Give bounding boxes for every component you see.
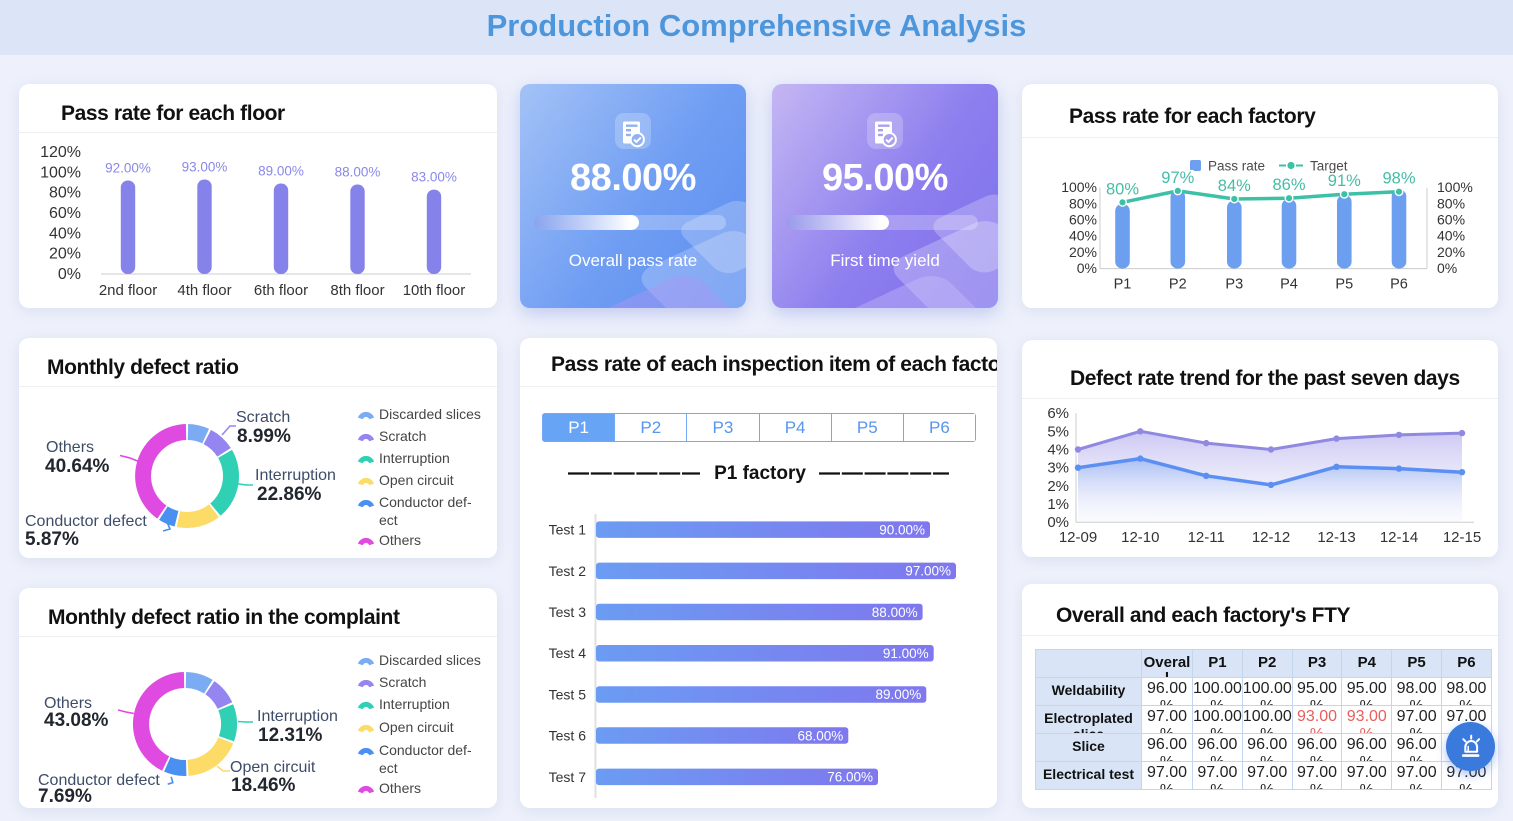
svg-text:100%: 100% [1061, 179, 1097, 195]
svg-text:93.00%: 93.00% [182, 160, 228, 175]
svg-text:40%: 40% [49, 225, 81, 242]
svg-text:0%: 0% [1077, 260, 1097, 276]
svg-text:P2: P2 [1169, 277, 1187, 293]
svg-text:Test 2: Test 2 [549, 563, 587, 579]
svg-text:98%: 98% [1382, 170, 1415, 188]
svg-text:68.00%: 68.00% [798, 728, 844, 743]
svg-text:12-13: 12-13 [1317, 529, 1355, 546]
svg-text:0%: 0% [1047, 514, 1069, 531]
svg-text:20%: 20% [1069, 244, 1097, 260]
svg-text:P3: P3 [1225, 277, 1243, 293]
svg-text:Test 7: Test 7 [549, 769, 587, 785]
svg-text:20%: 20% [1437, 244, 1465, 260]
svg-text:60%: 60% [1437, 212, 1465, 228]
svg-text:91%: 91% [1328, 172, 1361, 190]
svg-text:12-09: 12-09 [1059, 529, 1097, 546]
svg-text:84%: 84% [1218, 177, 1251, 195]
svg-text:12-11: 12-11 [1188, 529, 1225, 546]
svg-text:60%: 60% [1069, 212, 1097, 228]
svg-text:80%: 80% [1437, 195, 1465, 211]
svg-text:40%: 40% [1069, 228, 1097, 244]
svg-text:80%: 80% [49, 185, 81, 202]
svg-text:5%: 5% [1047, 423, 1069, 440]
svg-text:120%: 120% [40, 144, 81, 161]
svg-text:P4: P4 [1280, 277, 1298, 293]
svg-text:2%: 2% [1047, 478, 1069, 495]
svg-text:97.00%: 97.00% [905, 564, 951, 579]
svg-text:12-15: 12-15 [1443, 529, 1481, 546]
svg-text:6%: 6% [1047, 405, 1069, 422]
svg-text:76.00%: 76.00% [827, 770, 873, 785]
svg-text:20%: 20% [49, 246, 81, 263]
svg-text:83.00%: 83.00% [411, 170, 457, 185]
svg-text:3%: 3% [1047, 460, 1069, 477]
svg-text:40%: 40% [1437, 228, 1465, 244]
svg-text:86%: 86% [1272, 176, 1305, 194]
svg-text:92.00%: 92.00% [105, 161, 151, 176]
svg-text:Test 5: Test 5 [549, 686, 587, 702]
svg-text:1%: 1% [1047, 496, 1069, 513]
svg-text:100%: 100% [40, 164, 81, 181]
svg-text:P1: P1 [1114, 277, 1132, 293]
svg-text:4th floor: 4th floor [177, 282, 231, 299]
svg-text:4%: 4% [1047, 442, 1069, 459]
svg-text:P5: P5 [1335, 277, 1353, 293]
svg-text:6th floor: 6th floor [254, 282, 308, 299]
svg-text:89.00%: 89.00% [258, 164, 304, 179]
svg-text:90.00%: 90.00% [879, 522, 925, 537]
svg-text:0%: 0% [1437, 260, 1457, 276]
svg-text:0%: 0% [58, 266, 81, 283]
svg-text:12-12: 12-12 [1252, 529, 1290, 546]
svg-text:Test 3: Test 3 [549, 604, 587, 620]
svg-text:Test 1: Test 1 [549, 522, 587, 538]
svg-text:60%: 60% [49, 205, 81, 222]
svg-text:100%: 100% [1437, 179, 1473, 195]
svg-text:91.00%: 91.00% [883, 646, 929, 661]
svg-text:88.00%: 88.00% [872, 605, 918, 620]
svg-text:8th floor: 8th floor [330, 282, 384, 299]
svg-text:Test 6: Test 6 [549, 728, 587, 744]
svg-text:12-10: 12-10 [1121, 529, 1159, 546]
svg-text:12-14: 12-14 [1380, 529, 1418, 546]
svg-text:88.00%: 88.00% [335, 165, 381, 180]
svg-text:P6: P6 [1390, 277, 1408, 293]
svg-text:80%: 80% [1106, 180, 1139, 198]
svg-text:10th floor: 10th floor [403, 282, 466, 299]
svg-text:80%: 80% [1069, 195, 1097, 211]
svg-text:89.00%: 89.00% [876, 687, 922, 702]
svg-text:Test 4: Test 4 [549, 645, 587, 661]
svg-text:Target: Target [1310, 159, 1348, 174]
svg-text:Pass rate: Pass rate [1208, 159, 1265, 174]
svg-text:2nd floor: 2nd floor [99, 282, 157, 299]
svg-text:97%: 97% [1161, 169, 1194, 187]
